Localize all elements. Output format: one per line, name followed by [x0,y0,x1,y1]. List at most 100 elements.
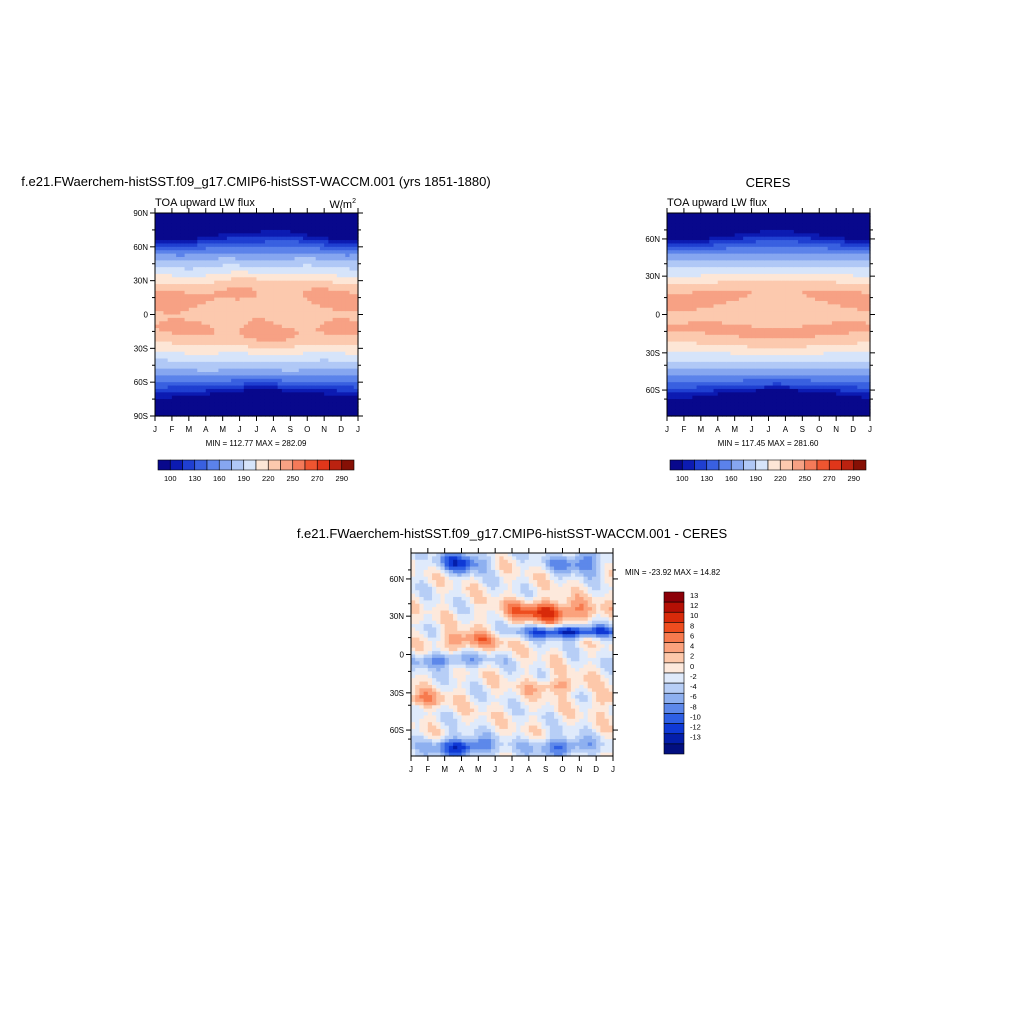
field-cell [743,375,748,380]
field-cell [324,273,329,278]
field-cell [721,236,727,241]
field-cell [345,300,351,305]
field-cell [683,256,689,261]
field-cell [167,324,173,329]
field-cell [738,267,744,272]
field-cell [324,256,329,261]
field-cell [167,372,173,376]
field-cell [303,229,308,234]
field-cell [751,338,757,343]
field-cell [243,287,249,292]
field-cell [726,402,732,407]
field-cell [256,263,262,268]
field-cell [218,273,224,278]
field-cell [679,233,685,238]
field-cell [789,307,795,312]
field-cell [231,324,236,329]
field-cell [332,284,338,289]
field-cell [218,382,224,387]
field-cell [785,284,791,289]
field-cell [222,351,228,356]
field-cell [184,284,190,289]
field-cell [743,344,748,349]
field-cell [675,223,681,228]
field-cell [319,219,325,224]
field-cell [743,270,748,275]
field-cell [277,236,283,241]
field-cell [155,290,160,295]
field-cell [281,368,287,373]
field-cell [768,290,774,295]
field-cell [683,300,689,305]
field-cell [721,277,727,282]
field-cell [324,324,329,329]
field-cell [747,399,753,404]
field-cell [755,358,761,363]
field-cell [256,334,262,339]
field-cell [159,324,165,329]
field-cell [205,256,211,261]
field-cell [332,223,338,228]
field-cell [785,388,791,393]
field-cell [269,351,275,356]
field-cell [688,290,693,295]
field-cell [252,321,258,326]
field-cell [188,304,194,309]
field-cell [315,355,321,360]
field-cell [307,229,313,234]
field-cell [159,341,165,346]
field-cell [159,395,165,400]
field-cell [155,311,160,316]
field-cell [324,263,329,268]
field-cell [353,388,359,393]
field-cell [184,300,190,305]
field-cell [197,372,203,376]
field-cell [277,382,283,387]
field-cell [209,213,215,217]
field-cell [209,223,215,228]
field-cell [201,334,207,339]
field-cell [176,256,181,261]
field-cell [201,321,207,326]
field-cell [696,307,702,312]
field-cell [226,385,232,390]
field-cell [688,213,693,217]
field-cell [277,344,283,349]
field-cell [273,344,279,349]
field-cell [738,358,744,363]
field-cell [772,294,778,299]
field-cell [700,324,706,329]
field-cell [180,290,186,295]
field-cell [307,348,313,353]
field-cell [239,216,245,221]
field-cell [180,229,186,234]
field-cell [751,321,757,326]
field-cell [197,233,203,238]
field-cell [214,246,220,251]
field-cell [345,226,351,231]
field-cell [243,328,249,333]
field-cell [781,236,787,241]
field-cell [683,341,689,346]
field-cell [793,229,799,234]
field-cell [319,405,325,410]
field-cell [311,378,317,383]
field-cell [290,328,296,333]
field-cell [743,355,748,360]
field-cell [755,270,761,275]
field-cell [281,385,287,390]
field-cell [688,341,693,346]
field-cell [721,280,727,285]
field-cell [717,395,723,400]
field-cell [721,233,727,238]
field-cell [235,361,241,366]
field-cell [273,233,279,238]
field-cell [781,280,787,285]
field-cell [264,368,270,373]
field-cell [781,314,787,319]
field-cell [176,280,181,285]
field-cell [692,412,698,417]
field-cell [675,284,681,289]
field-cell [760,405,765,410]
field-cell [696,223,702,228]
